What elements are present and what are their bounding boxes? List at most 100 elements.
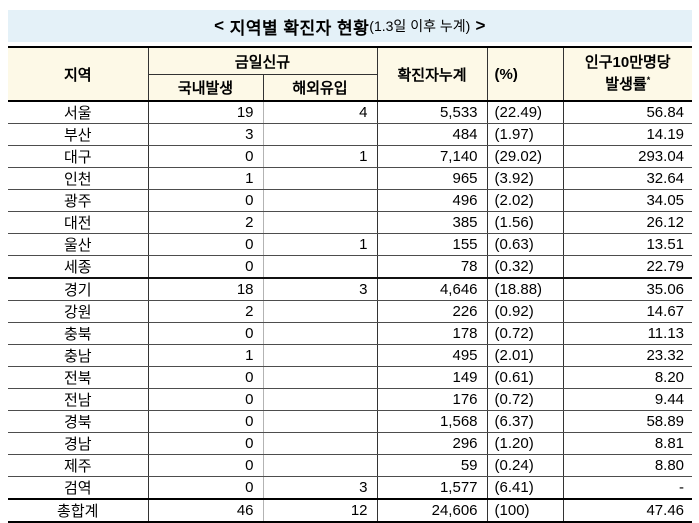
imported-new-cell: [263, 300, 378, 323]
imported-new-cell: [263, 432, 378, 455]
region-cell: 경북: [8, 410, 149, 433]
total-row: 총합계 46 12 24,606 (100) 47.46: [8, 498, 693, 522]
percent-cell: (29.02): [487, 145, 564, 168]
table-row: 경북 0 1,568 (6.37) 58.89: [8, 410, 693, 433]
domestic-new-cell: 0: [148, 476, 264, 500]
imported-new-cell: [263, 167, 378, 190]
region-cell: 대전: [8, 211, 149, 234]
title-prefix: <: [214, 16, 230, 35]
imported-new-cell: [263, 388, 378, 411]
header-row-2: 국내발생 해외유입: [8, 74, 692, 102]
incidence-rate-cell: 34.05: [563, 189, 693, 212]
region-cell: 전북: [8, 366, 149, 389]
incidence-rate-cell: 11.13: [563, 322, 693, 345]
cumulative-cell: 59: [377, 454, 488, 477]
incidence-rate-cell: 8.20: [563, 366, 693, 389]
domestic-new-cell: 0: [148, 432, 264, 455]
domestic-new-cell: 0: [148, 366, 264, 389]
table-row: 부산 3 484 (1.97) 14.19: [8, 123, 693, 146]
cumulative-cell: 1,577: [377, 476, 488, 500]
imported-new-cell: [263, 189, 378, 212]
header-domestic: 국내발생: [148, 74, 264, 102]
incidence-rate-cell: 26.12: [563, 211, 693, 234]
incidence-rate-cell: 56.84: [563, 101, 693, 124]
cumulative-cell: 965: [377, 167, 488, 190]
table-header: 지역 금일신규 확진자누계 (%) 인구10만명당 발생률* 국내발생 해외유입: [8, 47, 693, 102]
region-cell: 부산: [8, 123, 149, 146]
percent-cell: (100): [487, 498, 564, 522]
table-row: 대구 0 1 7,140 (29.02) 293.04: [8, 145, 693, 168]
domestic-new-cell: 2: [148, 300, 264, 323]
table-row: 충북 0 178 (0.72) 11.13: [8, 322, 693, 345]
imported-new-cell: [263, 366, 378, 389]
incidence-rate-cell: 35.06: [563, 277, 693, 301]
incidence-rate-cell: 9.44: [563, 388, 693, 411]
incidence-rate-cell: 8.80: [563, 454, 693, 477]
incidence-rate-cell: 14.19: [563, 123, 693, 146]
cumulative-cell: 155: [377, 233, 488, 256]
region-cell: 강원: [8, 300, 149, 323]
table-row: 검역 0 3 1,577 (6.41) -: [8, 476, 693, 500]
domestic-new-cell: 0: [148, 233, 264, 256]
imported-new-cell: 4: [263, 101, 378, 124]
domestic-new-cell: 19: [148, 101, 264, 124]
table-row: 광주 0 496 (2.02) 34.05: [8, 189, 693, 212]
cumulative-cell: 176: [377, 388, 488, 411]
region-cell: 광주: [8, 189, 149, 212]
table-body: 서울 19 4 5,533 (22.49) 56.84 부산 3 484 (1.97) 14.19 대…: [8, 101, 693, 522]
imported-new-cell: [263, 123, 378, 146]
imported-new-cell: [263, 344, 378, 367]
imported-new-cell: 3: [263, 277, 378, 301]
table-row: 경기 18 3 4,646 (18.88) 35.06: [8, 277, 693, 301]
percent-cell: (0.72): [487, 322, 564, 345]
percent-cell: (0.92): [487, 300, 564, 323]
cumulative-cell: 484: [377, 123, 488, 146]
incidence-rate-cell: 32.64: [563, 167, 693, 190]
cumulative-cell: 296: [377, 432, 488, 455]
cumulative-cell: 178: [377, 322, 488, 345]
domestic-new-cell: 46: [148, 498, 264, 522]
table-title-note: (1.3일 이후 누계): [369, 18, 471, 34]
imported-new-cell: [263, 410, 378, 433]
domestic-new-cell: 0: [148, 388, 264, 411]
percent-cell: (0.61): [487, 366, 564, 389]
table-row: 경남 0 296 (1.20) 8.81: [8, 432, 693, 455]
percent-cell: (6.41): [487, 476, 564, 500]
percent-cell: (3.92): [487, 167, 564, 190]
domestic-new-cell: 0: [148, 145, 264, 168]
domestic-new-cell: 2: [148, 211, 264, 234]
percent-cell: (0.32): [487, 255, 564, 279]
domestic-new-cell: 0: [148, 410, 264, 433]
percent-cell: (0.63): [487, 233, 564, 256]
domestic-new-cell: 0: [148, 255, 264, 279]
title-suffix: >: [470, 16, 486, 35]
incidence-rate-cell: 23.32: [563, 344, 693, 367]
incidence-rate-cell: 293.04: [563, 145, 693, 168]
table-row: 대전 2 385 (1.56) 26.12: [8, 211, 693, 234]
percent-cell: (6.37): [487, 410, 564, 433]
table-row: 울산 0 1 155 (0.63) 13.51: [8, 233, 693, 256]
domestic-new-cell: 1: [148, 167, 264, 190]
incidence-rate-cell: 14.67: [563, 300, 693, 323]
imported-new-cell: [263, 454, 378, 477]
table-row: 세종 0 78 (0.32) 22.79: [8, 255, 693, 279]
region-cell: 충남: [8, 344, 149, 367]
percent-cell: (2.02): [487, 189, 564, 212]
region-cell: 인천: [8, 167, 149, 190]
table-row: 강원 2 226 (0.92) 14.67: [8, 300, 693, 323]
cumulative-cell: 149: [377, 366, 488, 389]
incidence-rate-cell: 58.89: [563, 410, 693, 433]
header-row-1: 지역 금일신규 확진자누계 (%) 인구10만명당 발생률*: [8, 47, 693, 102]
region-cell: 경남: [8, 432, 149, 455]
region-cell: 세종: [8, 255, 149, 279]
cumulative-cell: 385: [377, 211, 488, 234]
region-cell: 총합계: [8, 498, 149, 522]
domestic-new-cell: 3: [148, 123, 264, 146]
percent-cell: (1.97): [487, 123, 564, 146]
cumulative-cell: 1,568: [377, 410, 488, 433]
region-cell: 대구: [8, 145, 149, 168]
domestic-new-cell: 18: [148, 277, 264, 301]
percent-cell: (1.20): [487, 432, 564, 455]
region-cell: 충북: [8, 322, 149, 345]
header-cumulative: 확진자누계: [377, 47, 488, 102]
